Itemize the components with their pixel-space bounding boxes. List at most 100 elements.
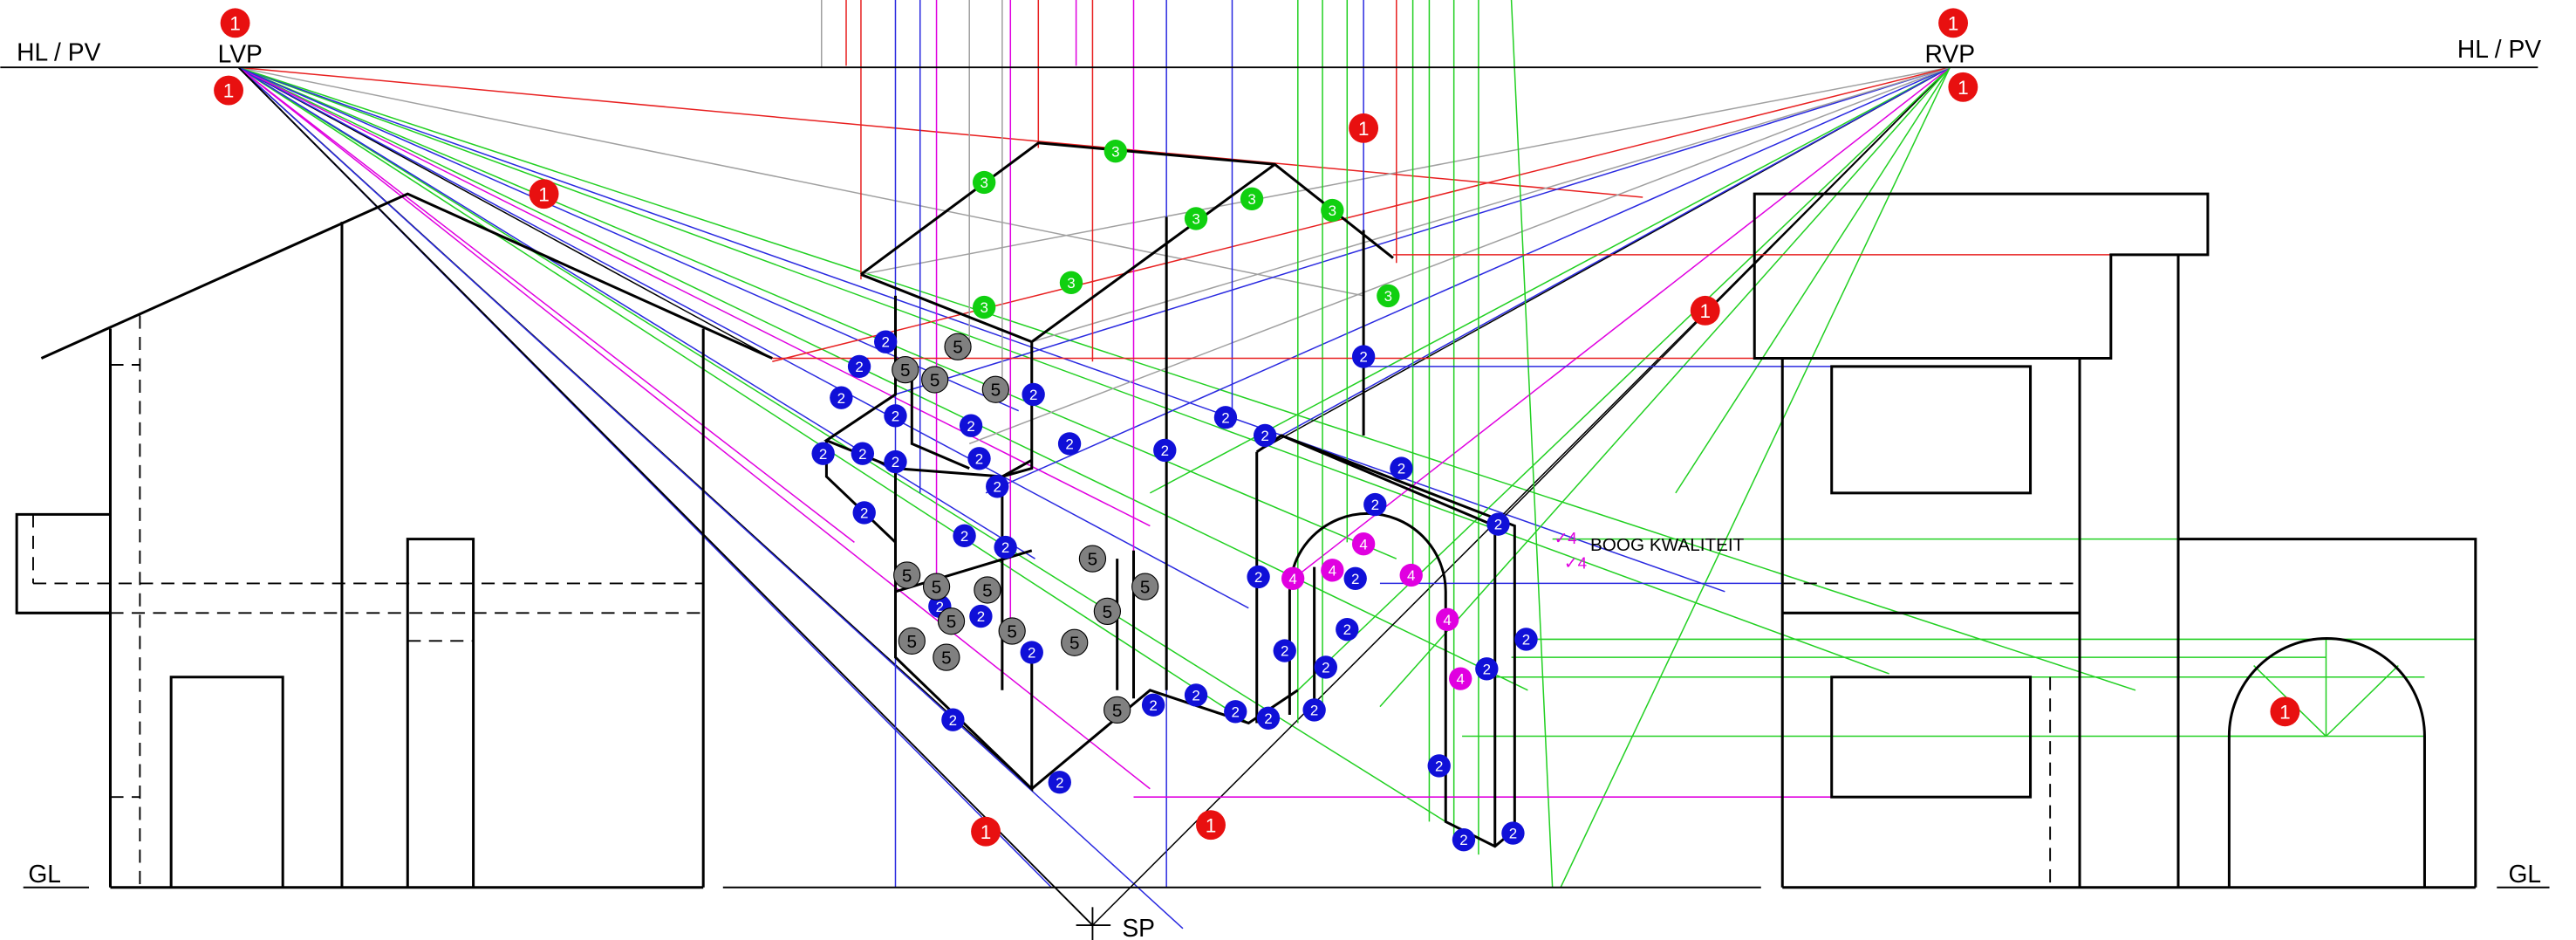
step-marker-label: 1 [229, 12, 241, 34]
construction-line [238, 66, 1528, 691]
step-marker-label: 3 [1192, 211, 1199, 228]
step-marker [1247, 565, 1270, 589]
step-marker [1059, 271, 1083, 295]
step-marker [1104, 696, 1131, 724]
annotation-check: ✓4 [1564, 553, 1587, 572]
step-marker [830, 386, 853, 409]
construction-line [1510, 0, 1554, 888]
step-marker [1184, 683, 1208, 707]
construction-line [237, 66, 1035, 559]
construction-line [1560, 66, 1951, 889]
step-marker [972, 170, 996, 195]
vanishing-point-label: RVP [1925, 40, 1976, 68]
step-marker [922, 573, 951, 600]
step-marker [1321, 559, 1344, 582]
construction-line [238, 66, 1889, 675]
step-marker [874, 330, 898, 353]
construction-line [237, 66, 1151, 790]
step-marker [1141, 693, 1165, 717]
construction-line [237, 66, 1249, 609]
step-marker [1343, 566, 1367, 590]
step-marker [1131, 573, 1159, 600]
step-marker [852, 501, 876, 525]
step-marker-label: 3 [980, 299, 987, 316]
construction-line [968, 66, 1951, 445]
step-marker-label: 2 [892, 408, 899, 424]
step-marker-label: 4 [1359, 536, 1367, 552]
construction-line [237, 66, 855, 543]
step-marker-label: 5 [946, 612, 957, 632]
step-marker [1377, 284, 1400, 308]
step-marker-label: 4 [1443, 612, 1451, 628]
step-marker-label: 1 [538, 183, 550, 205]
step-marker-label: 2 [975, 450, 983, 467]
step-marker-label: 4 [1456, 671, 1464, 688]
construction-line [1379, 66, 1951, 708]
step-marker [1475, 657, 1499, 681]
step-marker [1501, 821, 1525, 845]
step-marker-label: 2 [960, 528, 968, 545]
construction-line [1281, 66, 1951, 436]
construction-lines [237, 0, 2476, 930]
step-marker [1020, 641, 1043, 664]
step-marker [1351, 532, 1376, 556]
step-marker-label: 1 [1358, 118, 1370, 140]
step-marker-label: 2 [967, 418, 974, 435]
step-marker [1093, 597, 1122, 626]
step-marker [986, 475, 1009, 498]
step-marker-label: 1 [981, 821, 992, 843]
step-marker [1363, 492, 1387, 517]
construction-line [238, 66, 1151, 527]
construction-line [1494, 66, 1951, 527]
step-marker-label: 2 [1149, 697, 1157, 714]
step-marker-label: 5 [907, 632, 918, 652]
step-marker [959, 414, 983, 437]
step-marker-label: 2 [1522, 632, 1530, 648]
step-marker [898, 627, 926, 655]
step-marker [998, 617, 1026, 645]
step-marker-label: 2 [1359, 349, 1367, 366]
step-marker-label: 5 [932, 578, 942, 598]
step-marker-label: 2 [881, 334, 889, 351]
step-marker-label: 2 [1261, 428, 1268, 444]
step-marker [1061, 628, 1089, 656]
construction-line [860, 66, 1951, 276]
step-marker-label: 5 [900, 360, 911, 381]
step-marker-label: 5 [1069, 634, 1080, 654]
step-marker [933, 643, 960, 671]
step-marker [1486, 512, 1510, 536]
step-marker [1390, 456, 1413, 480]
step-marker [220, 8, 250, 38]
step-marker [1399, 563, 1423, 587]
step-marker-label: 1 [1948, 12, 1959, 34]
step-marker-label: 2 [1435, 758, 1443, 775]
step-marker-label: 1 [223, 80, 235, 102]
step-marker [529, 179, 559, 209]
step-marker-label: 5 [930, 370, 940, 390]
step-marker [1048, 771, 1071, 794]
step-marker [847, 354, 871, 379]
step-marker-label: 2 [1221, 409, 1229, 426]
step-marker-label: 2 [819, 446, 827, 463]
construction-line [1091, 66, 1951, 926]
step-marker [1104, 140, 1127, 163]
left-elevation [15, 192, 773, 888]
step-marker-label: 2 [977, 608, 985, 625]
step-marker [1224, 700, 1247, 724]
step-marker [1213, 406, 1238, 429]
step-marker-label: 2 [1028, 645, 1035, 662]
step-marker-label: 1 [1699, 300, 1711, 322]
step-marker [969, 604, 993, 628]
step-marker-label: 5 [1088, 550, 1098, 570]
step-marker [884, 404, 907, 428]
step-marker [1281, 566, 1305, 590]
step-marker-label: 2 [1029, 387, 1037, 403]
construction-line [772, 66, 1951, 362]
step-marker [1514, 628, 1538, 651]
step-marker-label: 2 [837, 390, 845, 407]
step-marker [1253, 423, 1277, 448]
step-marker [1196, 810, 1226, 841]
step-marker [1057, 432, 1082, 456]
step-marker-label: 5 [902, 566, 912, 586]
